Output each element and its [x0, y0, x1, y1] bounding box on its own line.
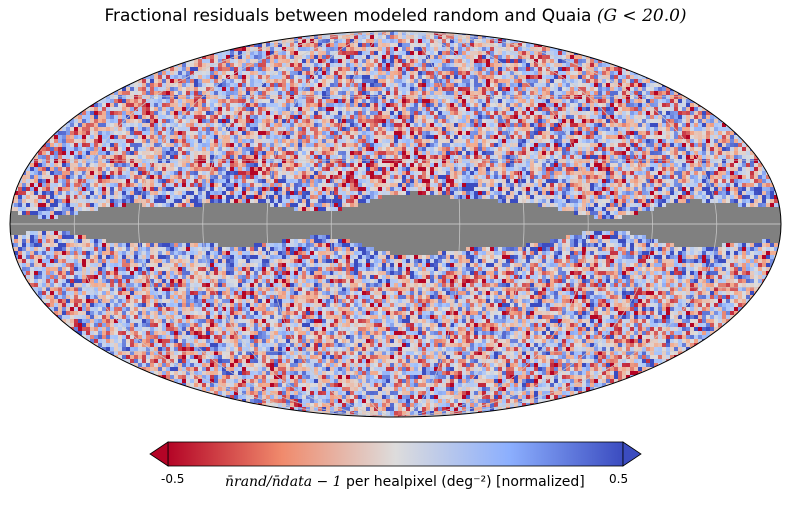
map-outline [9, 30, 782, 418]
colorbar-extend-high [622, 441, 642, 467]
colorbar-label: n̄rand/n̄data − 1 per healpixel (deg⁻²) … [225, 474, 585, 490]
colorbar-tick-max: 0.5 [609, 472, 629, 486]
graticule-lines [10, 31, 781, 417]
colorbar-extend-low [149, 441, 169, 467]
healpixel-field [10, 31, 781, 417]
colorbar-tick-min: -0.5 [161, 472, 185, 486]
colorbar-bar [167, 441, 624, 467]
chart-title: Fractional residuals between modeled ran… [104, 6, 687, 26]
colorbar [149, 441, 642, 467]
